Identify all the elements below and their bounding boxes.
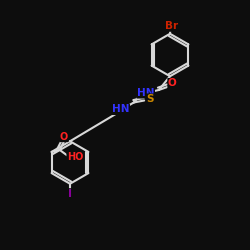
Text: O: O bbox=[60, 132, 68, 141]
Text: S: S bbox=[146, 94, 154, 104]
Text: HN: HN bbox=[112, 104, 130, 115]
Text: HN: HN bbox=[137, 88, 154, 98]
Text: O: O bbox=[168, 78, 176, 88]
Text: HO: HO bbox=[67, 152, 83, 162]
Text: I: I bbox=[68, 189, 72, 199]
Text: Br: Br bbox=[165, 21, 178, 31]
